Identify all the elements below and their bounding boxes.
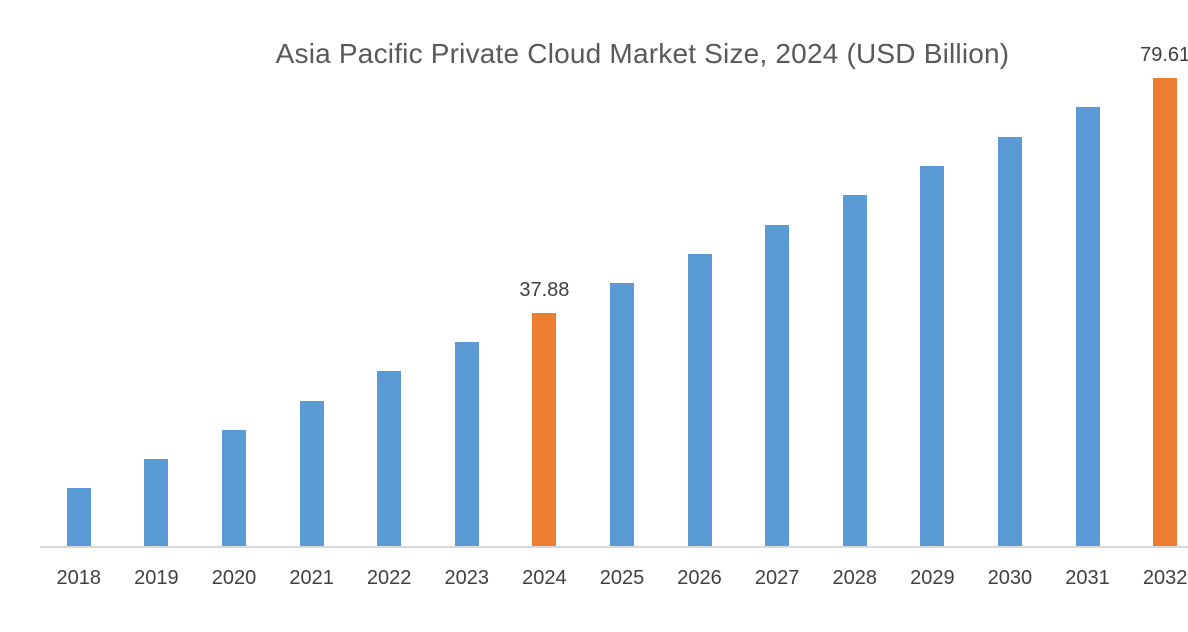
bar-2030: [997, 136, 1022, 547]
data-label-2024: 37.88: [519, 278, 570, 301]
data-label-2032: 79.61: [1140, 44, 1188, 66]
x-tick-2022: 2022: [366, 567, 412, 589]
bar-2028: [842, 195, 867, 547]
bar-slot-2025: [583, 16, 661, 547]
chart-title: Asia Pacific Private Cloud Market Size, …: [275, 38, 1010, 69]
bar-slot-2026: [661, 16, 739, 547]
bar-2022: [377, 371, 402, 547]
bar-slot-2028: [816, 16, 894, 547]
x-tick-2028: 2028: [832, 567, 877, 589]
x-tick-2027: 2027: [754, 567, 800, 589]
bar-slot-2029: [894, 16, 972, 547]
x-tick-2020: 2020: [211, 567, 257, 589]
bar-2032: [1153, 78, 1178, 547]
bar-slot-2019: [118, 16, 196, 547]
bar-slot-2024: 37.88: [506, 16, 584, 547]
x-axis-line: [40, 546, 1188, 548]
bar-2029: [920, 165, 945, 547]
bar-slot-2030: [971, 16, 1049, 547]
x-axis-labels: 2018 2019 2020 2021 2022 2023 2024 2025 2026 2027…: [40, 566, 1188, 590]
bar-chart: Asia Pacific Private Cloud Market Size, …: [40, 16, 1188, 616]
bar-2020: [221, 429, 246, 547]
x-tick-2024: 2024: [522, 567, 567, 589]
bar-2021: [299, 400, 324, 547]
x-tick-2029: 2029: [910, 567, 955, 589]
x-tick-2030: 2030: [987, 567, 1033, 589]
x-tick-2026: 2026: [677, 567, 722, 589]
bar-2023: [454, 341, 479, 547]
bar-slot-2027: [738, 16, 816, 547]
bar-2027: [765, 224, 790, 547]
plot-area: 37.88 79.61: [40, 16, 1188, 547]
bar-2026: [687, 253, 712, 547]
bar-2024: [532, 312, 557, 547]
bar-slot-2021: [273, 16, 351, 547]
bar-2019: [144, 459, 169, 547]
bar-slot-2020: [195, 16, 273, 547]
x-tick-2021: 2021: [289, 567, 334, 589]
x-tick-2025: 2025: [599, 567, 645, 589]
bar-2025: [609, 283, 634, 547]
bar-slot-2022: [350, 16, 428, 547]
bar-slot-2032: 79.61: [1126, 16, 1188, 547]
bar-2031: [1075, 107, 1100, 547]
bar-2018: [66, 488, 91, 547]
x-tick-2023: 2023: [444, 567, 490, 589]
x-tick-2019: 2019: [134, 567, 179, 589]
x-tick-2031: 2031: [1065, 567, 1110, 589]
bar-slot-2018: [40, 16, 118, 547]
bar-slot-2023: [428, 16, 506, 547]
x-tick-2032: 2032: [1142, 567, 1188, 589]
bar-slot-2031: [1049, 16, 1127, 547]
x-tick-2018: 2018: [56, 567, 102, 589]
